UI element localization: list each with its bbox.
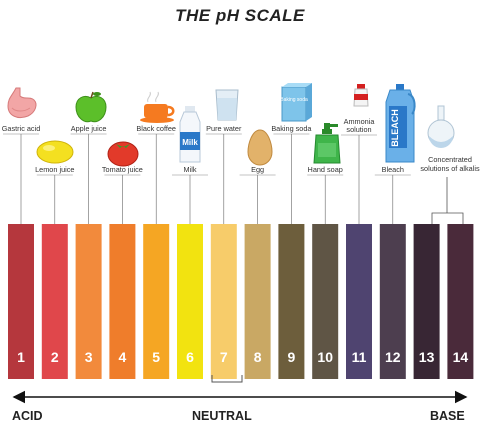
ph-number-3: 3 <box>85 349 93 365</box>
baking-soda-box-icon: Baking soda <box>280 83 312 122</box>
item-label-10: Hand soap <box>308 165 343 174</box>
ph-bar-6 <box>177 224 203 379</box>
neutral-label: NEUTRAL <box>192 409 252 423</box>
ph-bar-11 <box>346 224 372 379</box>
ph-number-4: 4 <box>119 349 127 365</box>
ph-number-9: 9 <box>288 349 296 365</box>
lemon-icon <box>36 140 74 164</box>
item-label-11-1: Ammonia <box>344 117 376 126</box>
item-label-6: Milk <box>184 165 197 174</box>
item-label-9: Baking soda <box>271 124 312 133</box>
item-label-7: Pure water <box>206 124 242 133</box>
ph-number-5: 5 <box>152 349 160 365</box>
ph-bar-14 <box>447 224 474 379</box>
item-label-11-2: solution <box>346 125 371 134</box>
flask-icon <box>427 105 455 148</box>
alkali-label-line1: Concentrated <box>428 155 472 164</box>
ph-bars: 1 2 3 4 5 6 7 8 9 10 11 12 13 14 <box>8 224 474 379</box>
ph-bar-2 <box>41 224 68 379</box>
ph-bar-4 <box>109 224 136 379</box>
ph-bar-5 <box>143 224 170 379</box>
ph-number-12: 12 <box>385 349 401 365</box>
ph-number-10: 10 <box>317 349 333 365</box>
item-labels: Gastric acid Lemon juice Apple juice Tomato… <box>2 117 404 174</box>
apple-icon <box>75 91 107 123</box>
egg-icon <box>247 129 273 166</box>
item-label-8: Egg <box>251 165 264 174</box>
ph-bar-9 <box>278 224 305 379</box>
ammonia-bottle-icon <box>353 84 369 107</box>
item-label-12: Bleach <box>382 165 404 174</box>
ph-number-13: 13 <box>419 349 435 365</box>
ph-bar-3 <box>75 224 102 379</box>
tomato-icon <box>107 141 139 167</box>
ph-bar-12 <box>379 224 406 379</box>
ph-bar-1 <box>8 224 34 379</box>
ph-number-8: 8 <box>254 349 262 365</box>
alkali-label-line2: solutions of alkalis <box>420 164 480 173</box>
ph-number-7: 7 <box>220 349 228 365</box>
ph-number-14: 14 <box>453 349 469 365</box>
page-title: THE pH SCALE <box>175 6 305 25</box>
ph-bar-7 <box>210 224 237 379</box>
ph-number-1: 1 <box>17 349 25 365</box>
ph-number-11: 11 <box>352 349 367 365</box>
soap-dispenser-icon <box>313 123 341 164</box>
leader-lines <box>3 133 411 224</box>
stomach-icon <box>7 87 37 119</box>
acid-label: ACID <box>12 409 43 423</box>
item-label-3: Apple juice <box>71 124 107 133</box>
bleach-bottle-text: BLEACH <box>390 109 400 147</box>
ph-number-2: 2 <box>51 349 59 365</box>
water-glass-icon <box>215 89 239 121</box>
base-label: BASE <box>430 409 465 423</box>
ph-number-6: 6 <box>186 349 194 365</box>
ph-bar-13 <box>413 224 440 379</box>
item-label-2: Lemon juice <box>35 165 74 174</box>
baking-soda-box-text: Baking soda <box>280 97 308 103</box>
neutral-bracket <box>211 375 243 383</box>
item-label-5: Black coffee <box>136 124 176 133</box>
coffee-cup-icon <box>140 91 175 123</box>
item-label-1: Gastric acid <box>2 124 41 133</box>
item-label-4: Tomato juice <box>102 165 143 174</box>
milk-bottle-text: Milk <box>182 138 198 147</box>
ph-bar-10 <box>312 224 339 379</box>
milk-bottle-icon: Milk <box>179 106 201 163</box>
bleach-bottle-icon: BLEACH <box>385 84 416 163</box>
ph-bar-8 <box>244 224 271 379</box>
alkali-bracket <box>431 177 464 224</box>
